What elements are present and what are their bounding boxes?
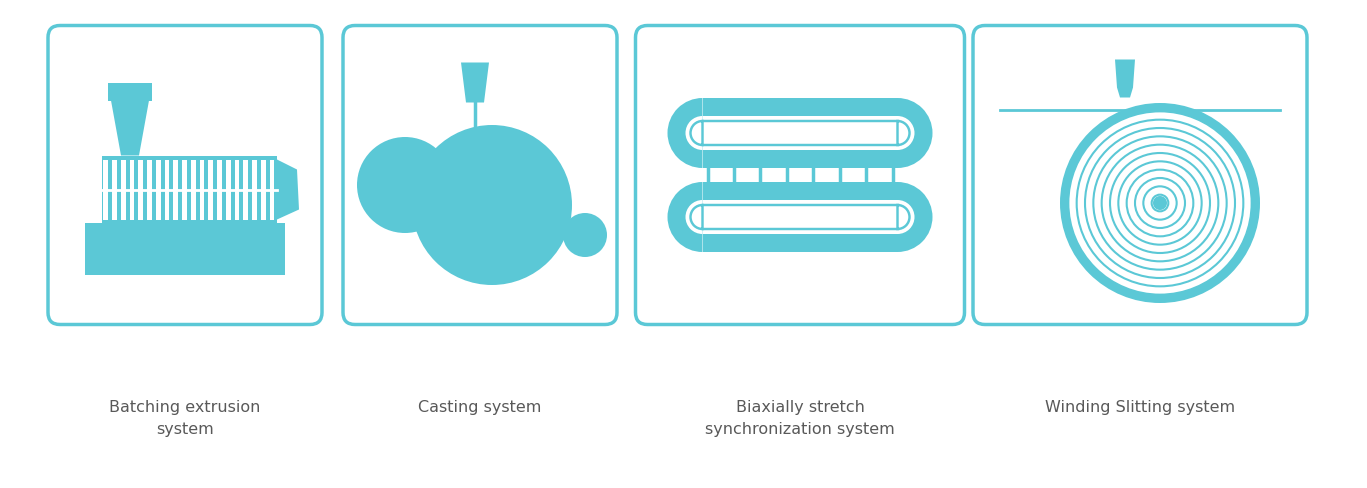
Bar	[835, 154, 845, 168]
Bar	[835, 182, 845, 196]
Wedge shape	[667, 98, 703, 168]
Wedge shape	[667, 182, 703, 252]
Bar	[703, 98, 898, 168]
Bar	[782, 154, 791, 168]
Wedge shape	[685, 200, 703, 234]
Bar	[703, 154, 712, 168]
Circle shape	[563, 213, 607, 257]
Text: Casting system: Casting system	[418, 400, 541, 415]
Text: Biaxially stretch
synchronization system: Biaxially stretch synchronization system	[705, 400, 895, 437]
Bar	[174, 160, 178, 220]
Bar	[861, 154, 871, 168]
Circle shape	[1102, 144, 1218, 262]
Bar	[104, 160, 108, 220]
Bar	[103, 156, 278, 224]
Bar	[112, 160, 116, 220]
Bar	[226, 160, 231, 220]
Circle shape	[411, 125, 571, 285]
Bar	[782, 182, 791, 196]
Bar	[120, 160, 126, 220]
Bar	[138, 160, 144, 220]
Circle shape	[1110, 153, 1210, 253]
Circle shape	[357, 137, 452, 233]
Circle shape	[1151, 195, 1169, 211]
Bar	[808, 182, 819, 196]
Bar	[729, 182, 740, 196]
Wedge shape	[898, 182, 932, 252]
Bar	[235, 160, 239, 220]
Bar	[756, 182, 766, 196]
Polygon shape	[461, 62, 489, 102]
Bar	[85, 223, 284, 274]
Bar	[148, 160, 152, 220]
Bar	[217, 160, 221, 220]
Bar	[269, 160, 275, 220]
Bar	[729, 154, 740, 168]
Bar	[861, 182, 871, 196]
Bar	[164, 160, 170, 220]
Bar	[887, 154, 898, 168]
Text: Winding Slitting system: Winding Slitting system	[1044, 400, 1234, 415]
Wedge shape	[898, 200, 915, 234]
Circle shape	[1094, 136, 1226, 270]
Bar	[703, 200, 898, 234]
Wedge shape	[898, 98, 932, 168]
Circle shape	[1059, 103, 1260, 303]
Bar	[191, 160, 195, 220]
Circle shape	[1077, 120, 1244, 286]
Bar	[887, 182, 898, 196]
Circle shape	[1118, 162, 1202, 244]
Bar	[252, 160, 257, 220]
Bar	[156, 160, 161, 220]
Bar	[130, 160, 134, 220]
Bar	[703, 182, 898, 252]
Circle shape	[1085, 128, 1234, 278]
Bar	[261, 160, 265, 220]
Circle shape	[1126, 170, 1193, 236]
Bar	[703, 116, 898, 150]
Bar	[200, 160, 205, 220]
Polygon shape	[1115, 60, 1135, 98]
Bar	[182, 160, 187, 220]
Bar	[108, 82, 152, 101]
Bar	[208, 160, 213, 220]
Circle shape	[1152, 196, 1167, 210]
Wedge shape	[685, 116, 703, 150]
Circle shape	[1143, 186, 1177, 220]
Polygon shape	[278, 160, 299, 220]
Circle shape	[1069, 111, 1252, 295]
Bar	[703, 182, 712, 196]
Bar	[756, 154, 766, 168]
Text: Batching extrusion
system: Batching extrusion system	[109, 400, 261, 437]
Wedge shape	[898, 116, 915, 150]
Polygon shape	[111, 101, 149, 156]
Bar	[808, 154, 819, 168]
Circle shape	[1135, 178, 1185, 228]
Bar	[243, 160, 249, 220]
